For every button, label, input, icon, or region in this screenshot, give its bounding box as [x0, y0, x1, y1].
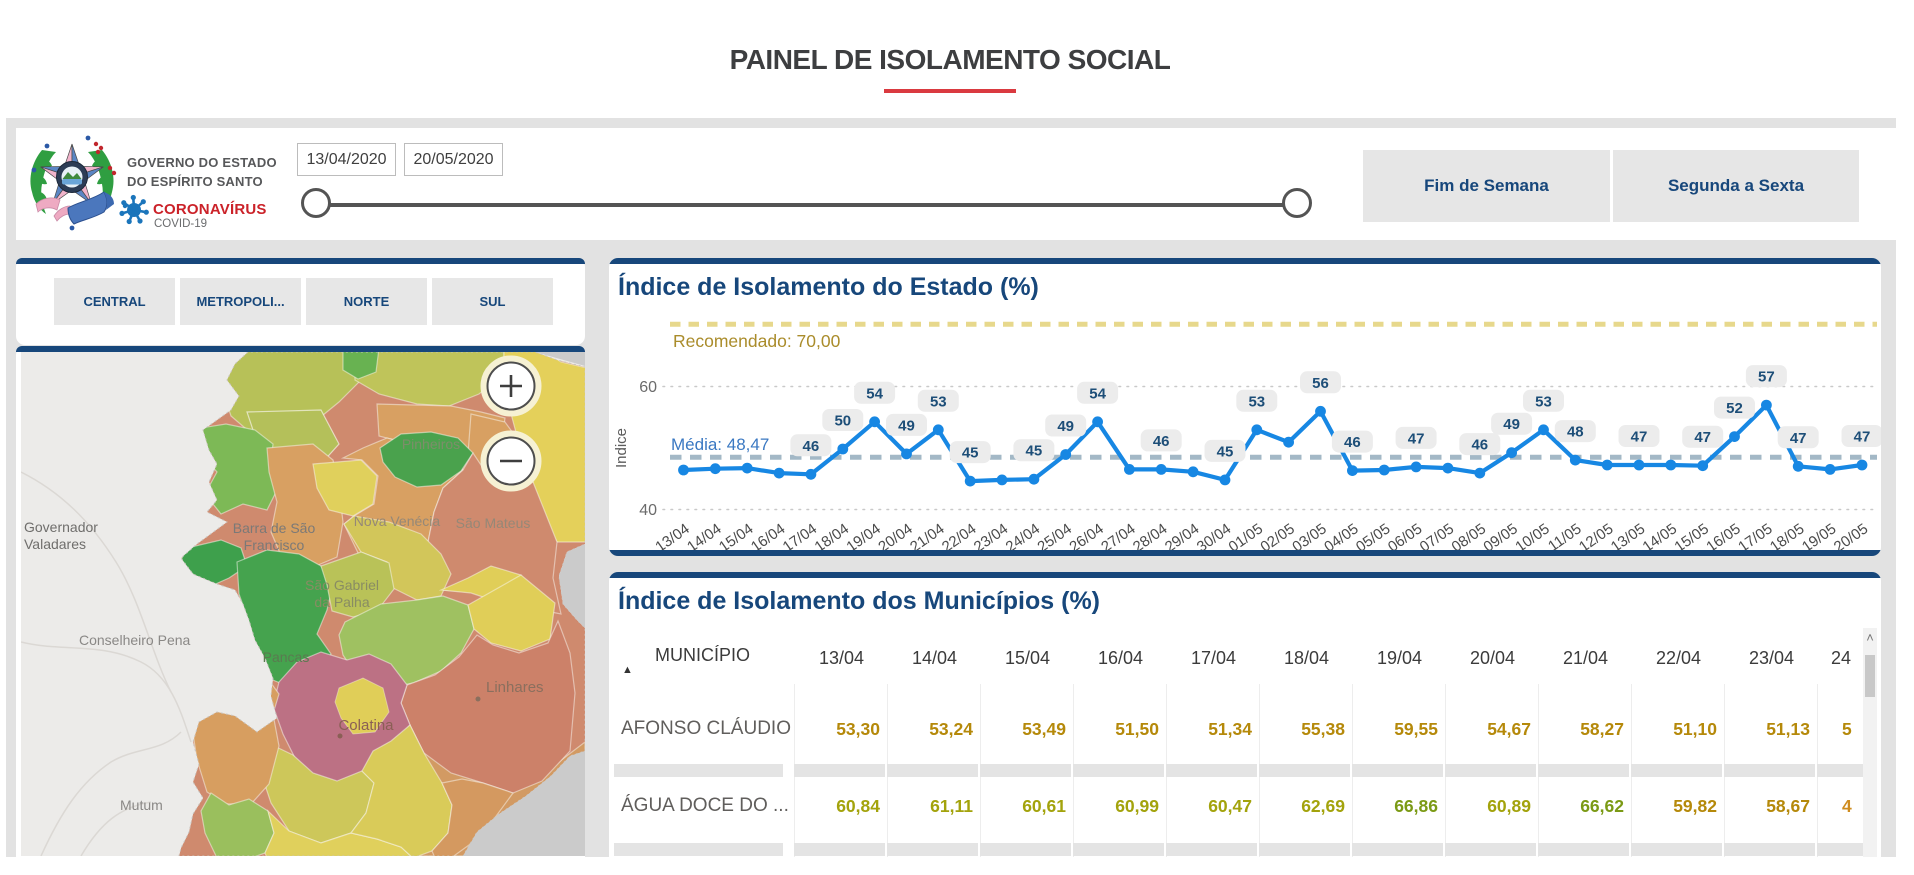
svg-text:Colatina: Colatina	[338, 717, 394, 734]
svg-text:47: 47	[1694, 429, 1711, 446]
svg-text:48: 48	[1567, 424, 1584, 441]
svg-text:60: 60	[639, 379, 657, 396]
svg-text:46: 46	[1344, 434, 1361, 451]
svg-text:Pancas: Pancas	[263, 649, 310, 665]
svg-text:45: 45	[1217, 443, 1234, 460]
svg-text:49: 49	[898, 417, 915, 434]
svg-text:52: 52	[1726, 400, 1743, 417]
svg-text:47: 47	[1854, 429, 1871, 446]
svg-text:Linhares: Linhares	[486, 679, 544, 696]
svg-text:Nova Venécia: Nova Venécia	[354, 513, 441, 529]
svg-text:Média: 48,47: Média: 48,47	[671, 435, 769, 454]
svg-text:40: 40	[639, 502, 657, 519]
svg-text:Francisco: Francisco	[244, 537, 305, 553]
svg-text:Barra de São: Barra de São	[233, 520, 316, 536]
svg-text:53: 53	[930, 393, 947, 410]
svg-text:54: 54	[1089, 385, 1106, 402]
svg-text:da Palha: da Palha	[314, 594, 369, 610]
svg-text:45: 45	[962, 445, 979, 462]
svg-text:50: 50	[834, 413, 851, 430]
svg-text:Conselheiro Pena: Conselheiro Pena	[79, 632, 191, 648]
svg-text:47: 47	[1790, 430, 1807, 447]
svg-text:56: 56	[1312, 375, 1329, 392]
svg-text:Pinheiros: Pinheiros	[402, 436, 460, 452]
svg-text:47: 47	[1631, 429, 1648, 446]
svg-text:Recomendado: 70,00: Recomendado: 70,00	[673, 331, 841, 351]
svg-text:Valadares: Valadares	[24, 536, 86, 552]
svg-text:Mutum: Mutum	[120, 797, 163, 813]
svg-text:54: 54	[866, 385, 883, 402]
svg-text:46: 46	[803, 438, 820, 455]
svg-text:53: 53	[1535, 393, 1552, 410]
svg-text:47: 47	[1408, 430, 1425, 447]
svg-text:53: 53	[1248, 393, 1265, 410]
svg-text:São Mateus: São Mateus	[456, 515, 531, 531]
svg-text:Governador: Governador	[24, 519, 98, 535]
svg-text:49: 49	[1503, 416, 1520, 433]
svg-text:49: 49	[1057, 418, 1074, 435]
svg-text:57: 57	[1758, 369, 1775, 386]
svg-text:46: 46	[1471, 437, 1488, 454]
svg-text:45: 45	[1026, 443, 1043, 460]
svg-text:São Gabriel: São Gabriel	[305, 577, 379, 593]
svg-text:46: 46	[1153, 433, 1170, 450]
svg-text:Indice: Indice	[613, 428, 630, 468]
